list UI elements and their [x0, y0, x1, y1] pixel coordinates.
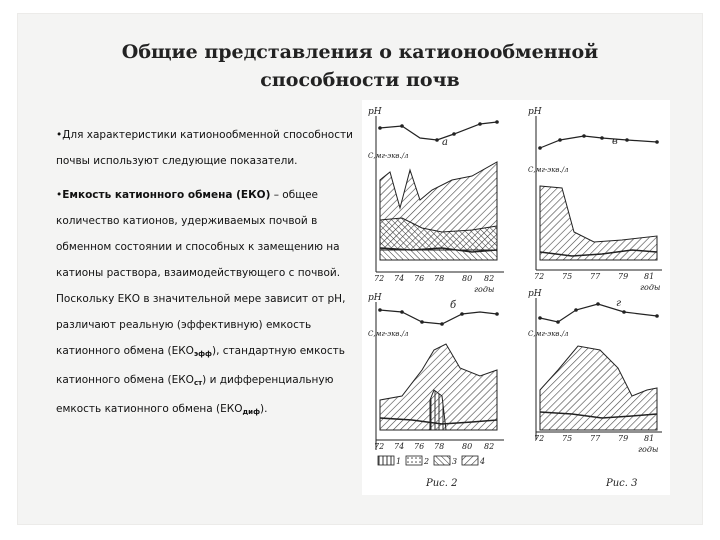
title-line-1: Общие представления о катионообменной [121, 41, 599, 63]
paragraph-1: •Для характеристики катионообменной спос… [56, 129, 353, 167]
panel-v: pH в С,мг-экв./л 72 75 77 79 81 годы [528, 107, 662, 292]
year-b-72: 72 [374, 442, 384, 451]
year-b-82: 82 [484, 442, 494, 451]
eko-st-sub: ст [193, 379, 203, 387]
year-a-72: 72 [374, 274, 384, 283]
panel-g: pH г С,мг-экв./л 72 75 77 79 81 годы Рис… [528, 289, 662, 489]
year-a-78: 78 [434, 274, 444, 283]
panel-v-letter: в [612, 136, 618, 147]
year-b-74: 74 [394, 442, 404, 451]
eko-dif-sub: диф [242, 408, 261, 416]
year-b-80: 80 [462, 442, 472, 451]
units-label-v: С,мг-экв./л [528, 166, 569, 174]
paragraph-2-text-d: ). [260, 403, 268, 415]
eko-dif-base: ЕКО [220, 403, 243, 415]
year-g-72: 72 [534, 434, 544, 443]
eko-eff-base: ЕКО [171, 345, 194, 357]
panel-g-letter: г [616, 298, 621, 309]
figure-2-caption: Рис. 2 [425, 478, 458, 489]
year-a-82: 82 [484, 274, 494, 283]
paragraph-2-text-b: ), стандартную емкость катионного обмена… [56, 345, 345, 386]
figure-drawing: pH а С,мг-экв./л 72 74 76 78 80 82 годы [368, 107, 662, 489]
eko-eff-sub: эфф [193, 350, 212, 358]
year-v-79: 79 [618, 272, 628, 281]
year-a-76: 76 [414, 274, 424, 283]
units-label-g: С,мг-экв./л [528, 330, 569, 338]
eko-term: Емкость катионного обмена (ЕКО) [62, 189, 271, 201]
years-label-a: годы [474, 285, 494, 294]
slide-title: Общие представления о катионообменной сп… [0, 38, 720, 94]
panel-b-letter: б [450, 300, 457, 311]
ph-label-a: pH [368, 107, 382, 117]
title-line-2: способности почв [260, 69, 460, 91]
year-b-76: 76 [414, 442, 424, 451]
panel-a: pH а С,мг-экв./л 72 74 76 78 80 82 годы [368, 107, 504, 294]
year-b-78: 78 [434, 442, 444, 451]
panel-a-letter: а [442, 137, 448, 148]
paragraph-2: •Емкость катионного обмена (ЕКО) – общее… [56, 189, 346, 416]
panel-b: pH б С,мг-экв./л 72 74 76 78 80 82 [368, 293, 504, 489]
years-label-v: годы [640, 283, 660, 292]
year-g-79: 79 [618, 434, 628, 443]
paragraph-1-text: Для характеристики катионообменной спосо… [56, 129, 353, 167]
year-v-72: 72 [534, 272, 544, 281]
paragraph-2-text-a: – общее количество катионов, удерживаемы… [56, 189, 346, 357]
year-g-81: 81 [644, 434, 654, 443]
ph-label-g: pH [528, 289, 542, 299]
ph-label-b: pH [368, 293, 382, 303]
year-v-77: 77 [590, 272, 601, 281]
year-v-81: 81 [644, 272, 654, 281]
year-v-75: 75 [562, 272, 572, 281]
years-label-g: годы [638, 445, 658, 454]
figure-3-caption: Рис. 3 [605, 478, 638, 489]
paragraph-2-text-c: ) и дифференциальную емкость катионного … [56, 374, 334, 415]
legend-2: 2 [423, 457, 429, 466]
body-text: •Для характеристики катионообменной спос… [56, 122, 356, 433]
units-label-b: С,мг-экв./л [368, 330, 409, 338]
units-label-a: С,мг-экв./л [368, 152, 409, 160]
year-a-80: 80 [462, 274, 472, 283]
legend-4: 4 [479, 457, 485, 466]
ph-label-v: pH [528, 107, 542, 117]
legend-1: 1 [396, 457, 401, 466]
eko-st-base: ЕКО [171, 374, 194, 386]
year-a-74: 74 [394, 274, 404, 283]
legend-3: 3 [452, 457, 457, 466]
year-g-75: 75 [562, 434, 572, 443]
scanned-figure: pH а С,мг-экв./л 72 74 76 78 80 82 годы [362, 100, 670, 495]
year-g-77: 77 [590, 434, 601, 443]
